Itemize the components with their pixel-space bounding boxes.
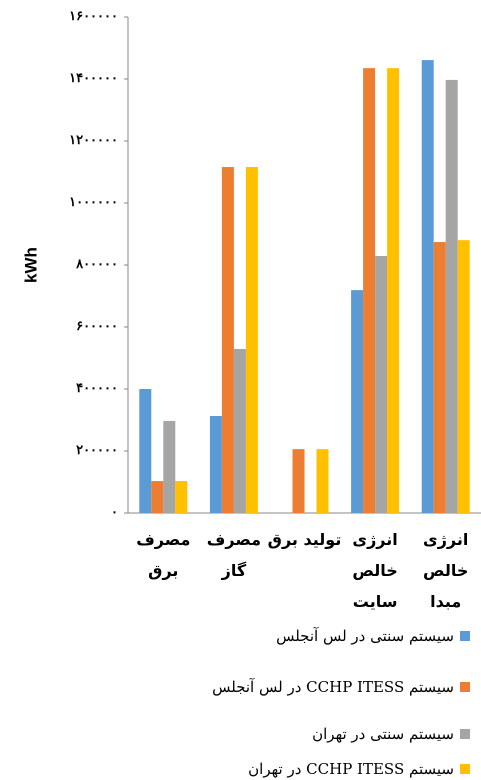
x-tick-label-line: مصرف — [136, 530, 190, 549]
x-tick-label-line: مبدا — [430, 592, 461, 611]
y-tick-label: ۸۰۰۰۰۰ — [75, 256, 118, 271]
bar — [221, 167, 234, 514]
legend-label: سیستم CCHP ITESS در لس آنجلس — [212, 678, 454, 696]
legend-swatch — [460, 631, 470, 641]
bar — [445, 79, 458, 514]
x-tick-label-line: انرژی — [423, 530, 468, 549]
bar — [351, 290, 364, 513]
bar — [151, 481, 164, 513]
bar — [139, 389, 152, 513]
x-tick-label-line: مصرف — [207, 530, 261, 549]
x-tick-label-line: گاز — [221, 561, 247, 580]
x-tick-label-line: خالص — [423, 561, 468, 580]
bar — [387, 68, 400, 514]
legend-swatch — [460, 729, 470, 739]
y-tick-label: ۰ — [111, 504, 118, 519]
y-tick-label: ۱۶۰۰۰۰۰ — [69, 8, 118, 23]
x-tick-label: مصرف برق — [136, 530, 190, 580]
x-tick-label: تولید برق — [268, 530, 342, 549]
x-tick-label: مصرف گاز — [207, 530, 261, 580]
y-tick-label: ۲۰۰۰۰۰ — [76, 442, 118, 457]
y-tick-label: ۶۰۰۰۰۰ — [76, 318, 118, 333]
legend-label: سیستم CCHP ITESS در تهران — [248, 760, 454, 778]
bar — [433, 242, 446, 513]
x-tick-label: انرژی خالص مبدا — [423, 530, 468, 611]
x-tick-label-line: تولید برق — [268, 530, 342, 549]
bar — [457, 240, 470, 513]
x-tick-label: انرژی خالص سایت — [352, 530, 397, 611]
y-tick-label: ۱۰۰۰۰۰۰ — [69, 194, 118, 209]
bar — [292, 449, 305, 513]
legend-swatch — [460, 764, 470, 774]
y-tick-label: ۱۲۰۰۰۰۰ — [69, 132, 118, 147]
bar — [245, 167, 258, 514]
y-axis-label: kWh — [21, 247, 40, 283]
bar — [233, 349, 246, 513]
x-tick-label-line: انرژی — [352, 530, 397, 549]
bar — [316, 449, 329, 513]
bar — [163, 420, 176, 513]
y-tick-label: ۴۰۰۰۰۰ — [76, 380, 118, 395]
x-tick-label-line: سایت — [353, 592, 398, 611]
bar — [363, 68, 376, 514]
x-tick-label-line: برق — [148, 561, 178, 580]
bar — [375, 256, 388, 513]
x-tick-label-line: خالص — [352, 561, 397, 580]
bar — [421, 60, 434, 514]
bar — [209, 415, 222, 513]
legend-label: سیستم سنتی در لس آنجلس — [276, 627, 454, 645]
legend-swatch — [460, 682, 470, 692]
y-tick-label: ۱۴۰۰۰۰۰ — [69, 70, 118, 85]
bar — [175, 481, 188, 513]
legend-label: سیستم سنتی در تهران — [312, 725, 454, 743]
